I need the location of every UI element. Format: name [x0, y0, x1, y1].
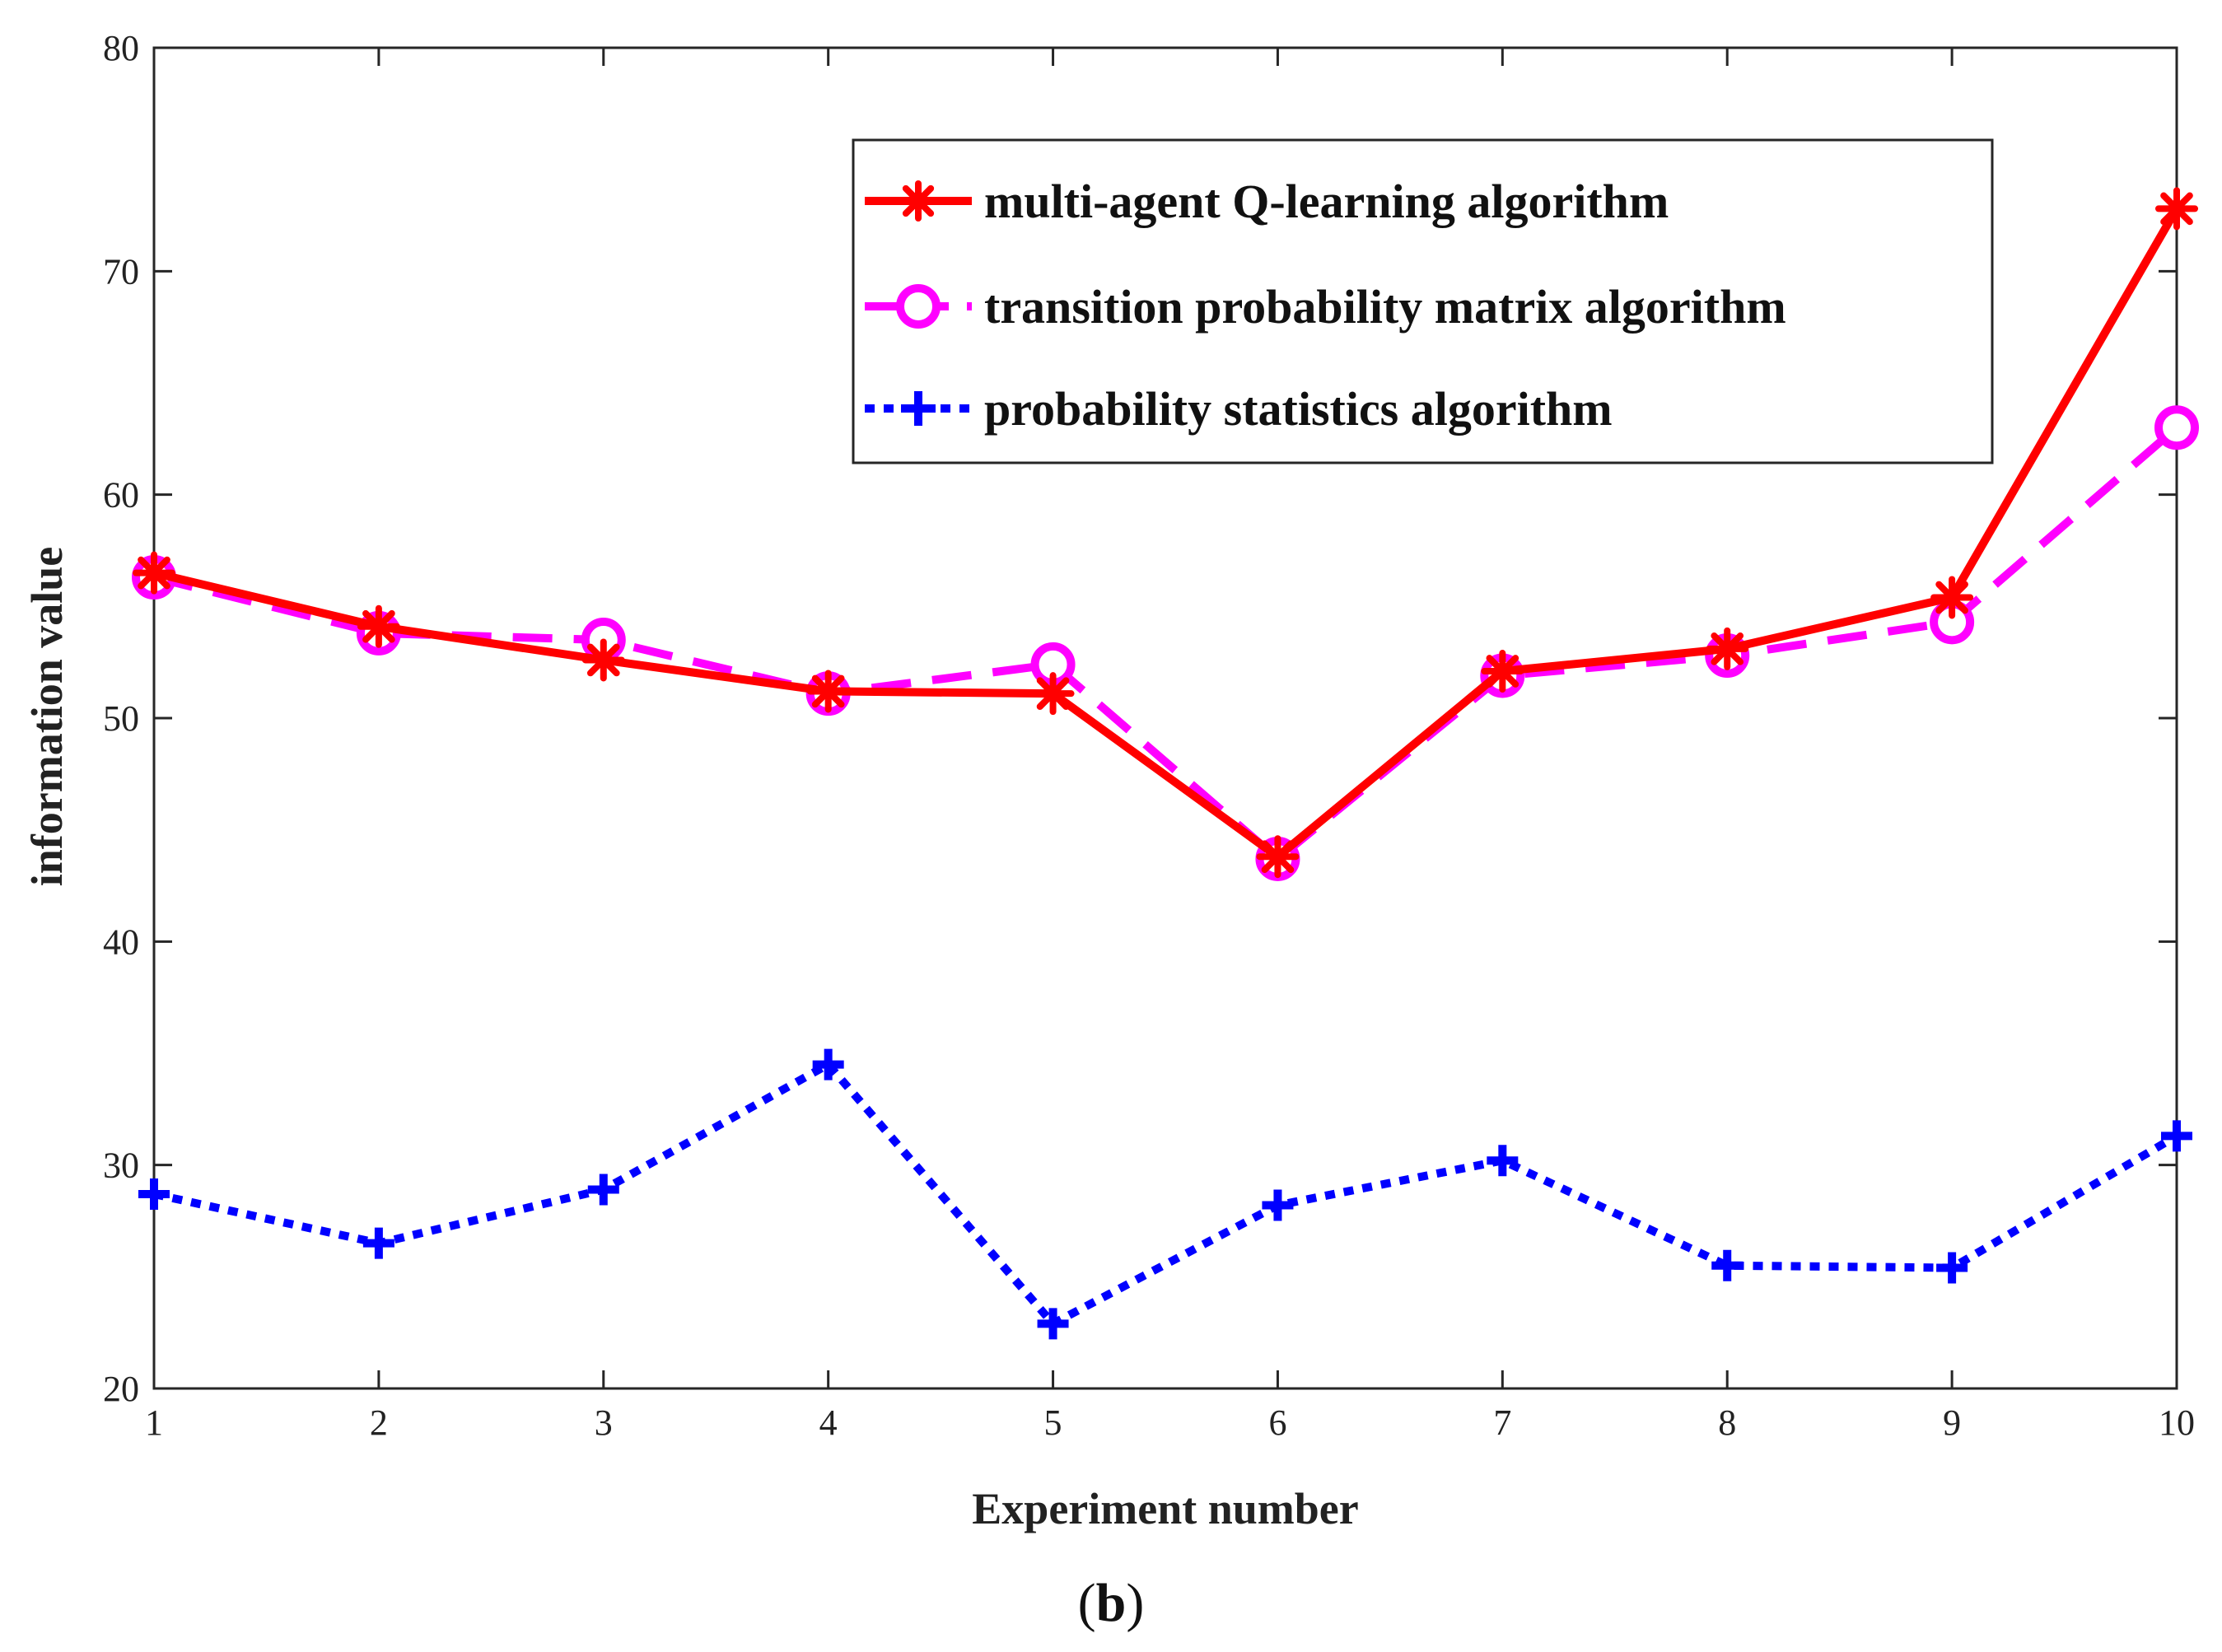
x-tick-labels: 1 2 3 4 5 6 7 8 9 10: [145, 1402, 2195, 1443]
data-point-plus-marker: [812, 1048, 844, 1080]
x-tick-label: 4: [819, 1402, 838, 1443]
y-tick-label: 40: [103, 922, 139, 962]
legend-item: probability statistics algorithm: [865, 382, 1613, 436]
data-point-plus-marker: [587, 1174, 619, 1206]
x-tick-label: 6: [1268, 1402, 1286, 1443]
data-point-plus-marker: [1487, 1145, 1519, 1177]
caption-open-paren: (: [1078, 1573, 1096, 1633]
x-tick-label: 2: [370, 1402, 388, 1443]
y-tick-label: 80: [103, 28, 139, 68]
caption-label: b: [1096, 1573, 1127, 1633]
legend-label: probability statistics algorithm: [984, 382, 1613, 436]
data-point-asterisk-marker: [581, 638, 625, 682]
legend-items: multi-agent Q-learning algorithm transiti…: [865, 175, 1786, 436]
series-line: [152, 206, 2181, 861]
series-line: [152, 424, 2180, 863]
y-tick-labels: 20 30 40 50 60 70 80: [103, 28, 139, 1409]
x-tick-label: 8: [1718, 1402, 1736, 1443]
data-point-asterisk-marker: [1706, 627, 1749, 670]
x-tick-label: 9: [1943, 1402, 1961, 1443]
data-point-plus-marker: [1711, 1249, 1744, 1281]
x-tick-label: 3: [595, 1402, 613, 1443]
x-axis-title: Experiment number: [972, 1484, 1358, 1533]
y-axis-title: information value: [22, 547, 72, 887]
y-tick-label: 70: [103, 251, 139, 292]
data-point-plus-marker: [1936, 1252, 1968, 1284]
data-point-circle-marker: [896, 284, 941, 329]
y-tick-label: 60: [103, 475, 139, 516]
data-point-asterisk-marker: [133, 551, 175, 595]
data-point-asterisk-marker: [1256, 835, 1300, 879]
series-layer: [132, 187, 2199, 1340]
y-tick-label: 50: [103, 698, 139, 739]
data-point-asterisk-marker: [1930, 576, 1974, 619]
data-point-plus-marker: [2161, 1120, 2192, 1152]
data-point-asterisk-marker: [898, 180, 939, 222]
legend-box: [852, 138, 1994, 464]
legend: multi-agent Q-learning algorithm transiti…: [852, 138, 1994, 464]
series-line: [152, 1060, 2179, 1328]
legend-item: transition probability matrix algorithm: [865, 280, 1786, 334]
series-1: [133, 187, 2198, 879]
data-point-plus-marker: [1037, 1308, 1069, 1340]
data-point-plus-marker: [362, 1227, 394, 1259]
legend-label: transition probability matrix algorithm: [984, 280, 1786, 334]
y-tick-label: 20: [103, 1369, 139, 1409]
data-point-circle-marker: [2154, 405, 2199, 450]
data-point-plus-marker: [1262, 1189, 1294, 1221]
data-point-asterisk-marker: [1031, 672, 1075, 716]
data-point-plus-marker: [901, 391, 936, 426]
y-tick-label: 30: [103, 1146, 139, 1186]
x-tick-label: 5: [1044, 1402, 1062, 1443]
data-point-plus-marker: [138, 1178, 170, 1210]
data-point-asterisk-marker: [806, 670, 850, 713]
x-tick-label: 10: [2159, 1402, 2195, 1443]
legend-item: multi-agent Q-learning algorithm: [865, 175, 1669, 228]
x-tick-label: 7: [1493, 1402, 1511, 1443]
data-point-asterisk-marker: [357, 604, 400, 648]
series-3: [138, 1048, 2192, 1340]
legend-label: multi-agent Q-learning algorithm: [984, 175, 1669, 228]
caption-close-paren: ): [1126, 1573, 1144, 1633]
x-tick-label: 1: [145, 1402, 163, 1443]
figure-caption: (b): [1078, 1573, 1145, 1633]
data-point-asterisk-marker: [1481, 650, 1524, 693]
data-point-asterisk-marker: [2155, 187, 2198, 231]
axis-ticks: [152, 46, 2178, 1390]
